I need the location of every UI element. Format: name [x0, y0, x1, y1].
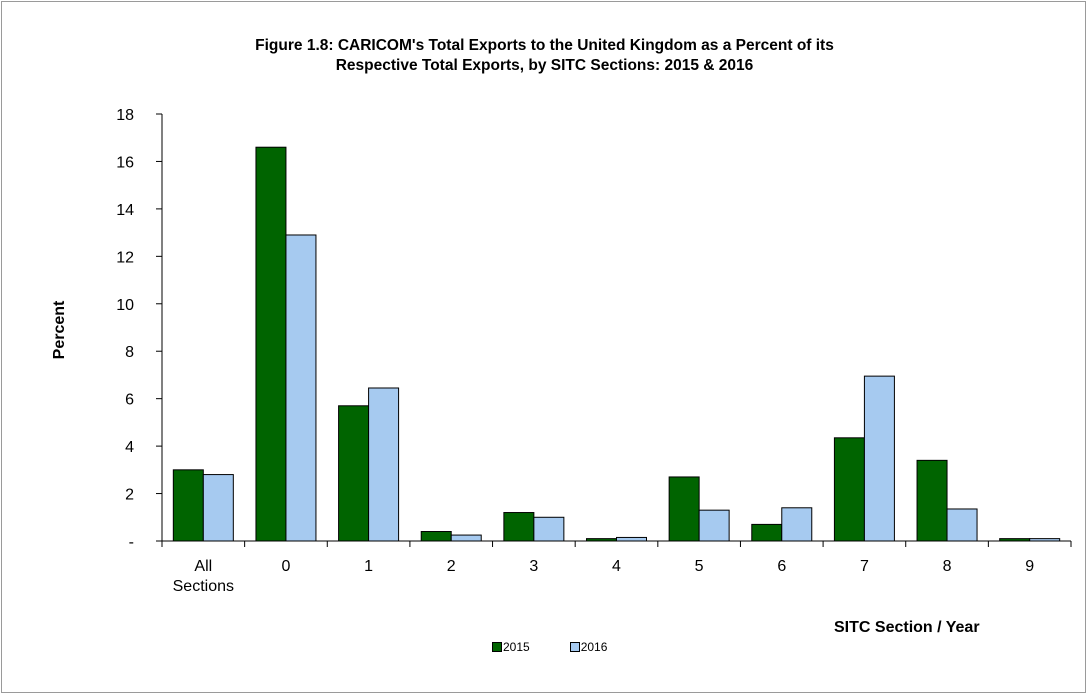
bar-2016-4 [616, 536, 647, 542]
bar-2015-1 [338, 405, 370, 542]
bar-2015-7 [833, 437, 865, 542]
y-tick-label: 18 [116, 107, 134, 124]
y-tick-label: 8 [125, 344, 134, 361]
chart-title-line1: Figure 1.8: CARICOM's Total Exports to t… [255, 37, 834, 54]
x-tick-label: 1 [364, 558, 373, 575]
bar-2015-6 [751, 523, 783, 542]
bar-2016-9 [1029, 538, 1061, 542]
x-tick-label: 6 [777, 558, 786, 575]
x-tick-label: 7 [860, 558, 869, 575]
bar-2016-all-sections [202, 474, 234, 542]
legend-label-2015: 2015 [503, 640, 530, 654]
x-tick-label: 5 [695, 558, 704, 575]
y-tick-label: 2 [125, 487, 134, 504]
x-axis-label: SITC Section / Year [834, 619, 980, 636]
legend-label-2016: 2016 [580, 640, 608, 654]
bar-2016-2 [450, 534, 482, 542]
y-tick-label: 16 [116, 154, 134, 171]
bar-2016-5 [698, 509, 730, 542]
x-tick-label: 4 [612, 558, 621, 575]
x-tick-label: 3 [529, 558, 538, 575]
x-tick-label: 0 [282, 558, 291, 575]
chart-title: Figure 1.8: CARICOM's Total Exports to t… [0, 36, 1089, 76]
x-tick-label: All [194, 558, 212, 575]
y-tick-label: 12 [116, 249, 134, 266]
bar-2015-2 [420, 531, 452, 542]
legend: 2015 2016 [492, 640, 647, 654]
y-tick-label: - [129, 534, 134, 551]
legend-item-2016: 2016 [569, 640, 608, 654]
bar-2016-6 [781, 507, 813, 542]
y-tick-label: 14 [116, 202, 134, 219]
x-tick-label: Sections [173, 578, 234, 595]
legend-item-2015: 2015 [492, 640, 530, 654]
bar-2015-4 [586, 538, 617, 542]
y-tick-label: 10 [116, 297, 134, 314]
chart-title-line2: Respective Total Exports, by SITC Sectio… [335, 57, 754, 74]
bar-2015-0 [255, 146, 287, 542]
y-tick-label: 4 [125, 439, 134, 456]
legend-swatch-2015 [492, 642, 502, 652]
x-tick-label: 9 [1025, 558, 1034, 575]
bar-2015-8 [916, 459, 948, 542]
x-tick-label: 8 [943, 558, 952, 575]
legend-swatch-2016 [569, 642, 580, 652]
x-tick-label: 2 [447, 558, 456, 575]
bar-2016-3 [533, 516, 565, 542]
bar-2015-5 [668, 476, 700, 542]
bar-2015-all-sections [172, 469, 204, 542]
bar-2016-8 [946, 508, 978, 542]
y-tick-label: 6 [125, 392, 134, 409]
bar-2016-7 [863, 375, 895, 542]
bar-2015-9 [999, 538, 1031, 542]
bar-2016-0 [285, 234, 317, 542]
bar-2015-3 [503, 512, 535, 542]
bar-2016-1 [368, 387, 400, 542]
